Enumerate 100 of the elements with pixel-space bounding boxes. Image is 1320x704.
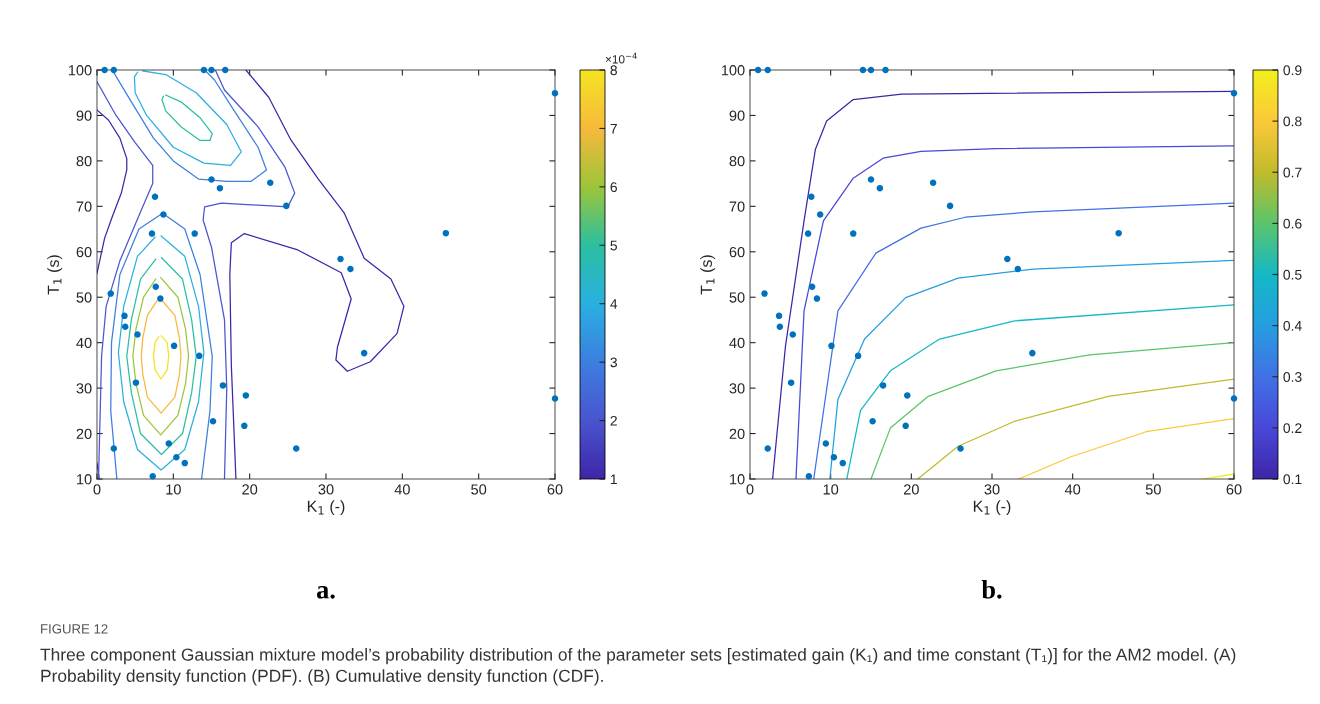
point — [946, 202, 954, 210]
color-bar-label: 0.2 — [1283, 423, 1302, 434]
point — [267, 179, 274, 186]
text: Three component Gaussian mixture model’s probability distribution of the parameter sets [estimated gain (K₁) and time constant (T₁)] for the AM2 model. (A) Probability density function (PDF). (B) Cumulative density function (CDF). — [40, 648, 1236, 686]
point — [157, 295, 164, 302]
line-series — [133, 70, 242, 167]
point — [160, 211, 167, 218]
point — [882, 66, 889, 74]
x-tick-label: 0 — [93, 484, 101, 495]
point — [854, 352, 862, 360]
point — [181, 459, 189, 467]
line-series — [97, 81, 154, 479]
line-series — [161, 94, 213, 142]
point — [347, 265, 354, 273]
x-tick-label: 10 — [823, 484, 839, 495]
color-bar-label: 4 — [610, 299, 618, 309]
point — [1230, 89, 1238, 97]
point — [805, 473, 813, 480]
color-bar-label: 3 — [610, 357, 617, 368]
color-bar-label: 0.7 — [1283, 167, 1302, 178]
color-bar-label: 0.9 — [1283, 65, 1302, 76]
point — [292, 445, 300, 452]
y-tick-label: 30 — [76, 383, 92, 394]
point — [867, 176, 875, 183]
x-tick-label: 0 — [746, 484, 754, 495]
y-tick-label: 100 — [721, 65, 745, 76]
y-tick-label: 10 — [730, 474, 745, 485]
line-series — [795, 145, 1234, 479]
y-tick-label: 40 — [76, 337, 92, 349]
x-tick-label: 50 — [1145, 484, 1161, 495]
point — [816, 211, 824, 218]
point — [869, 418, 876, 425]
y-axis-title: T$_{1}$ (s) — [47, 255, 63, 295]
point — [876, 184, 884, 192]
text: a. — [316, 585, 335, 599]
y-tick-label: 100 — [68, 65, 92, 76]
point — [551, 89, 559, 97]
line-series — [846, 304, 1234, 479]
line-series — [917, 378, 1234, 479]
y-tick-label: 80 — [729, 155, 745, 167]
color-bar-label: 0.1 — [1283, 474, 1302, 485]
point — [110, 66, 118, 74]
line-series — [870, 342, 1234, 479]
point — [764, 445, 771, 452]
y-tick-label: 10 — [77, 474, 92, 485]
point — [813, 295, 821, 302]
x-tick-label: 40 — [394, 484, 410, 495]
point — [132, 379, 140, 386]
x-tick-label: 60 — [1226, 484, 1242, 495]
x-axis-title: K$_{1}$ (-) — [973, 500, 1011, 516]
x-tick-label: 50 — [471, 484, 487, 495]
y-tick-label: 20 — [729, 428, 745, 439]
point — [1029, 349, 1036, 357]
y-tick-label: 60 — [76, 246, 92, 258]
y-tick-label: 50 — [729, 292, 745, 303]
point — [149, 473, 156, 480]
point — [208, 176, 215, 183]
point — [337, 255, 344, 263]
y-axis-title: T$_{1}$ (s) — [700, 255, 716, 295]
point — [442, 229, 450, 237]
color-bar-label: 5 — [610, 240, 617, 251]
point — [867, 66, 875, 74]
point — [828, 342, 835, 350]
color-bar-label: 0.4 — [1283, 320, 1302, 331]
point — [775, 312, 783, 320]
text: b. — [981, 580, 1002, 599]
color-bar-title: ×10$^{−4}$ — [605, 52, 637, 64]
point — [859, 66, 867, 74]
y-tick-label: 20 — [76, 428, 92, 439]
x-tick-label: 30 — [984, 484, 1000, 495]
color-bar-label: 1 — [610, 474, 617, 485]
point — [822, 440, 830, 447]
point — [929, 179, 937, 186]
color-bar-label: 0.6 — [1283, 218, 1302, 229]
point — [754, 66, 762, 74]
point — [957, 445, 964, 452]
point — [170, 342, 178, 350]
point — [148, 230, 156, 237]
point — [808, 283, 816, 291]
line-series — [152, 335, 170, 380]
point — [208, 66, 215, 74]
point — [216, 184, 224, 192]
point — [283, 202, 290, 210]
point — [850, 230, 857, 237]
point — [173, 453, 180, 461]
y-tick-label: 80 — [76, 155, 92, 167]
y-tick-label: 90 — [76, 110, 92, 121]
point — [1230, 395, 1238, 402]
point — [904, 392, 911, 399]
point — [152, 283, 160, 291]
point — [101, 66, 108, 74]
y-tick-label: 30 — [729, 383, 745, 394]
point — [879, 382, 887, 389]
point — [804, 230, 812, 237]
point — [902, 422, 909, 430]
x-tick-label: 20 — [903, 484, 919, 495]
x-tick-label: 20 — [242, 484, 258, 495]
point — [200, 66, 208, 74]
point — [808, 193, 815, 201]
point — [551, 395, 559, 402]
